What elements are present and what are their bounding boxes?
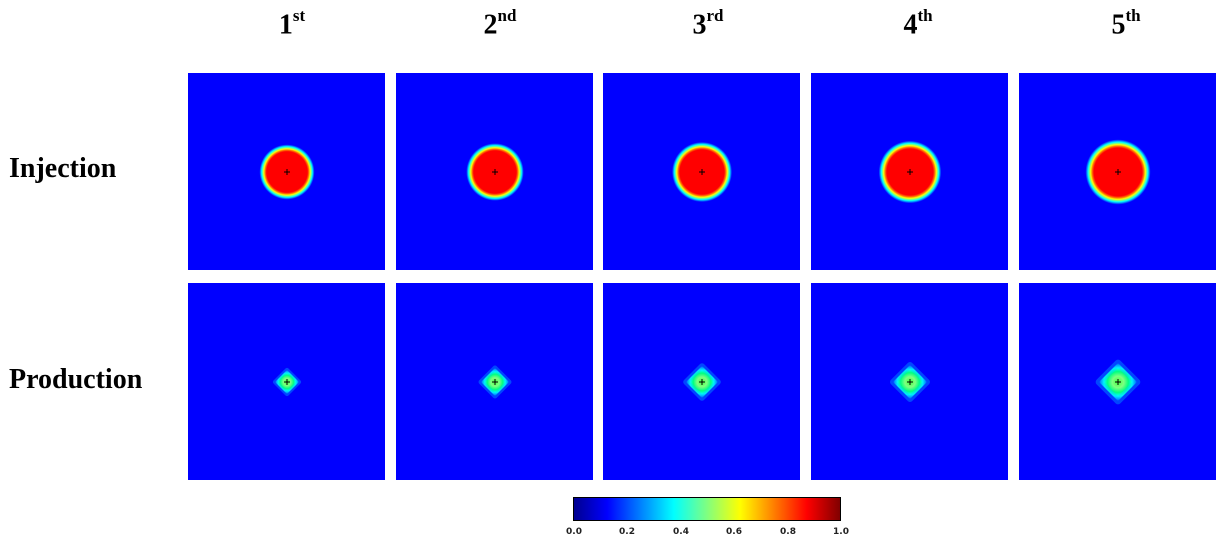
well-marker-icon bbox=[284, 379, 290, 385]
colorbar-tick: 0.2 bbox=[619, 527, 635, 537]
well-marker-icon bbox=[699, 169, 705, 175]
column-title-5: 5th bbox=[1111, 6, 1141, 41]
production-panel-5 bbox=[1019, 283, 1216, 480]
well-marker-icon bbox=[492, 379, 498, 385]
colorbar-tick: 0.0 bbox=[566, 527, 582, 537]
well-marker-icon bbox=[1115, 379, 1121, 385]
column-title-3: 3rd bbox=[692, 6, 724, 41]
row-label-injection: Injection bbox=[9, 153, 117, 184]
colorbar-tick: 0.6 bbox=[726, 527, 742, 537]
production-panel-4 bbox=[811, 283, 1008, 480]
production-panel-3 bbox=[603, 283, 800, 480]
colorbar-tick: 0.8 bbox=[780, 527, 796, 537]
colorbar-tick: 0.4 bbox=[673, 527, 689, 537]
injection-panel-5 bbox=[1019, 73, 1216, 270]
well-marker-icon bbox=[1115, 169, 1121, 175]
well-marker-icon bbox=[907, 169, 913, 175]
injection-panel-3 bbox=[603, 73, 800, 270]
well-marker-icon bbox=[907, 379, 913, 385]
row-label-production: Production bbox=[9, 364, 143, 395]
injection-panel-1 bbox=[188, 73, 385, 270]
column-title-1: 1st bbox=[278, 6, 306, 41]
injection-panel-4 bbox=[811, 73, 1008, 270]
column-title-2: 2nd bbox=[483, 6, 517, 41]
injection-panel-2 bbox=[396, 73, 593, 270]
production-panel-2 bbox=[396, 283, 593, 480]
colorbar bbox=[573, 497, 841, 521]
colorbar-tick: 1.0 bbox=[833, 527, 849, 537]
well-marker-icon bbox=[284, 169, 290, 175]
column-title-4: 4th bbox=[903, 6, 933, 41]
well-marker-icon bbox=[492, 169, 498, 175]
well-marker-icon bbox=[699, 379, 705, 385]
production-panel-1 bbox=[188, 283, 385, 480]
